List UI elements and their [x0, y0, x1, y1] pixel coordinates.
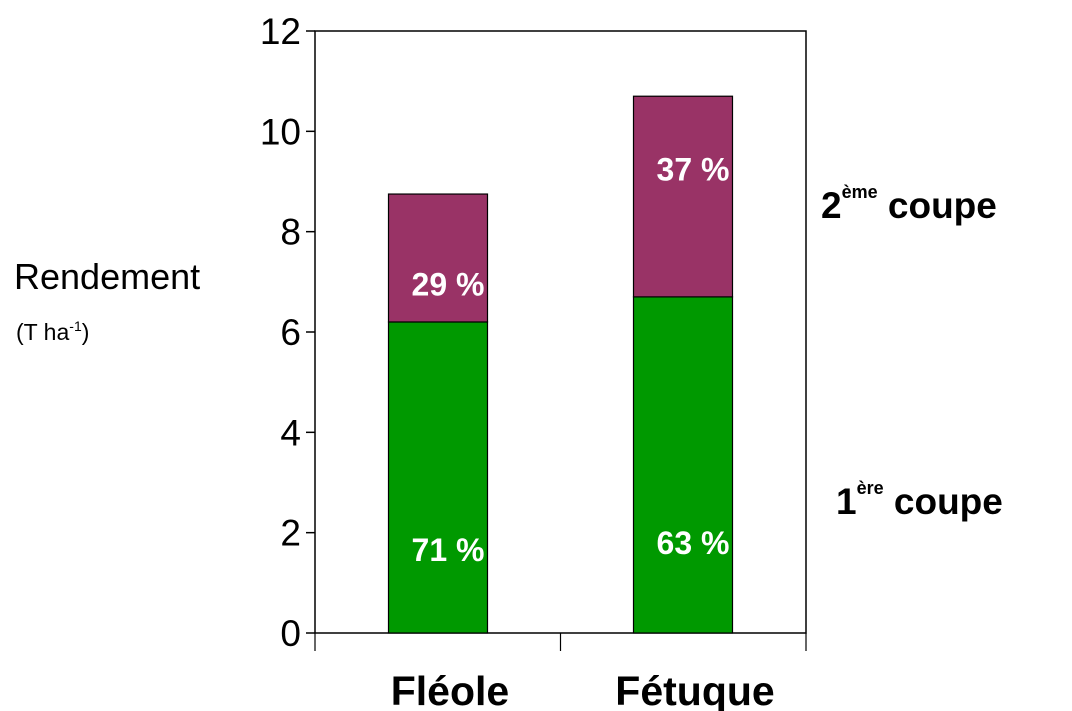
data-label: 37 % [657, 151, 730, 187]
y-tick-label: 6 [280, 312, 301, 353]
series-label-word: coupe [877, 185, 997, 226]
series-label-suffix: ère [856, 478, 884, 498]
series-label-word: coupe [883, 481, 1003, 522]
series-label-number: 1 [836, 481, 857, 522]
series-label-suffix: ème [841, 182, 878, 202]
y-tick-label: 12 [260, 11, 301, 52]
bar-segment [632, 296, 734, 634]
x-tick-labels: Fléole Fétuque [391, 668, 775, 711]
y-tick-label: 8 [280, 212, 301, 253]
unit-base: (T ha [16, 319, 70, 345]
unit-end: ) [81, 319, 90, 345]
series-label-number: 2 [821, 185, 842, 226]
series-label-2eme-coupe: 2ème coupe [821, 182, 997, 227]
y-tick-label: 0 [280, 613, 301, 654]
data-label: 71 % [412, 532, 485, 568]
series-label-1ere-coupe: 1ère coupe [836, 478, 1003, 523]
data-label: 63 % [657, 525, 730, 561]
bars [387, 95, 734, 634]
y-tick-labels: 0 2 4 6 8 10 12 [260, 11, 301, 654]
data-labels: 71 % 29 % 63 % 37 % [412, 151, 730, 568]
x-tick-label: Fétuque [615, 668, 774, 711]
bar-segment [387, 321, 489, 634]
unit-exponent: -1 [69, 318, 82, 334]
bar-segment [387, 193, 489, 323]
y-axis-unit: (T ha-1) [16, 318, 89, 346]
y-tick-label: 2 [280, 513, 301, 554]
y-tick-label: 10 [260, 111, 301, 152]
axes [306, 30, 807, 651]
y-tick-label: 4 [280, 412, 301, 453]
y-axis-label: Rendement [14, 256, 201, 297]
data-label: 29 % [412, 267, 485, 303]
bar-segment [632, 95, 734, 298]
x-tick-label: Fléole [391, 668, 509, 711]
